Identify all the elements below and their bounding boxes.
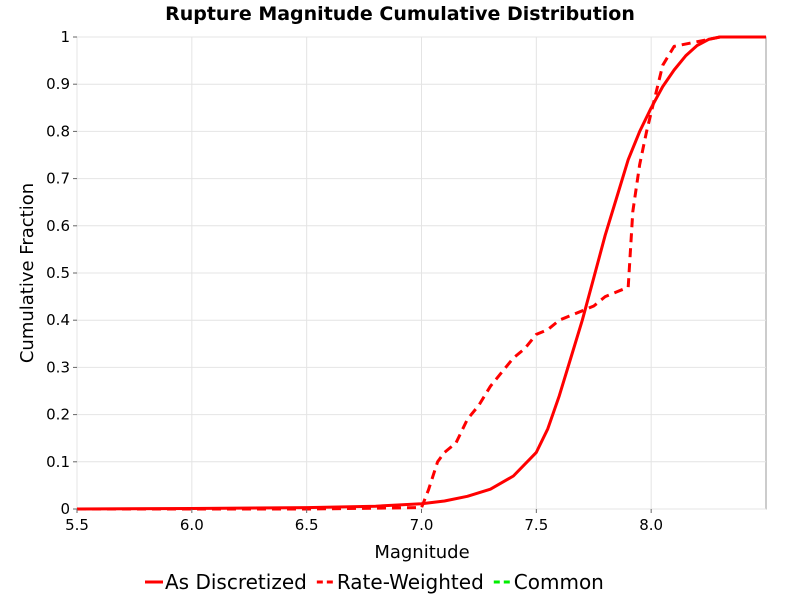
legend-label-0: As Discretized [165,570,307,594]
y-tick-label: 0.8 [46,122,70,140]
series-layer [76,35,766,511]
y-tick-label: 0.2 [46,406,70,424]
y-tick-label: 0.4 [46,311,70,329]
x-axis-ticks: 5.5 6.0 6.5 7.0 7.5 8.0 [65,509,663,534]
y-tick-label: 0.9 [46,75,70,93]
y-tick-label: 1 [60,28,70,46]
y-tick-label: 0.6 [46,217,70,235]
y-tick-label: 0.1 [46,453,70,471]
x-tick-label: 7.0 [410,516,434,534]
x-tick-label: 6.0 [180,516,204,534]
x-tick-label: 8.0 [639,516,663,534]
legend-label-2: Common [514,570,604,594]
y-tick-label: 0.3 [46,358,70,376]
chart-title: Rupture Magnitude Cumulative Distributio… [165,3,635,25]
x-tick-label: 7.5 [524,516,548,534]
legend-label-1: Rate-Weighted [337,570,484,594]
y-axis-label: Cumulative Fraction [17,183,38,363]
x-axis-label: Magnitude [374,542,469,563]
y-tick-label: 0.7 [46,170,70,188]
legend: As Discretized Rate-Weighted Common [145,570,604,594]
x-tick-label: 6.5 [295,516,319,534]
series-line-0 [76,35,766,511]
y-axis-ticks: 0 0.1 0.2 0.3 0.4 0.5 0.6 0.7 0.8 0.9 1 [46,28,77,518]
y-tick-label: 0 [60,500,70,518]
x-tick-label: 5.5 [65,516,89,534]
y-tick-label: 0.5 [46,264,70,282]
